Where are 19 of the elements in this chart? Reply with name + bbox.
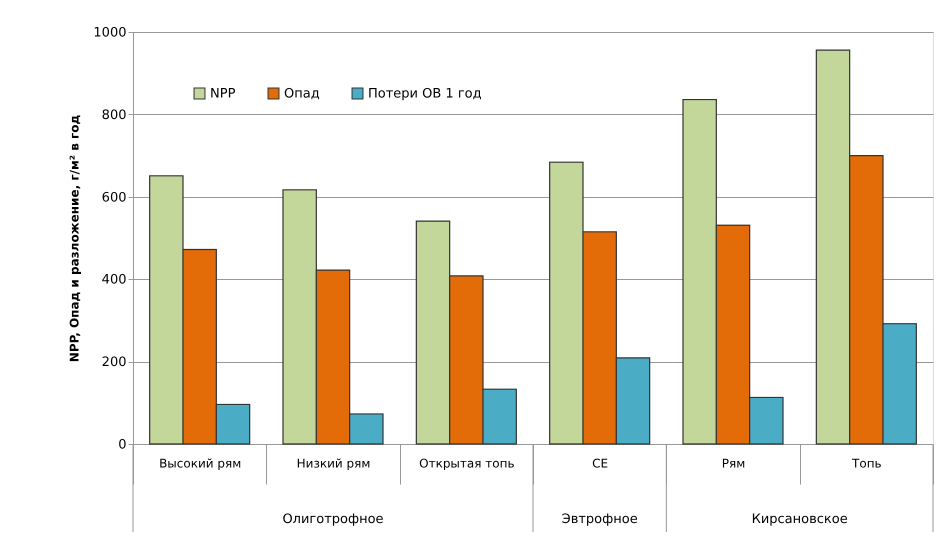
x-tick-label: Низкий рям: [296, 456, 370, 470]
y-tick-label: 400: [102, 272, 126, 288]
legend-label: NPP: [210, 86, 236, 102]
text: Олиготрофное: [282, 512, 384, 527]
y-tick-label: 600: [102, 190, 126, 206]
text: Эвтрофное: [562, 512, 638, 527]
legend-label: Потери ОВ 1 год: [368, 86, 482, 102]
x-tick-label: Рям: [722, 456, 746, 470]
y-tick-label: 1000: [93, 26, 126, 40]
y-tick-label: 800: [102, 108, 126, 123]
legend-label: Опад: [284, 86, 320, 102]
x-tick-label: Открытая топь: [419, 456, 515, 470]
text: Кирсановское: [752, 512, 848, 527]
y-tick-label: 0: [118, 438, 126, 452]
y-tick-label: 200: [102, 355, 126, 370]
x-tick-label: Топь: [851, 456, 882, 470]
y-axis-title: NPP, Опад и разложение, г/м² в год: [67, 114, 82, 362]
x-tick-label: Высокий рям: [159, 456, 242, 470]
x-tick-label: CE: [592, 456, 608, 470]
